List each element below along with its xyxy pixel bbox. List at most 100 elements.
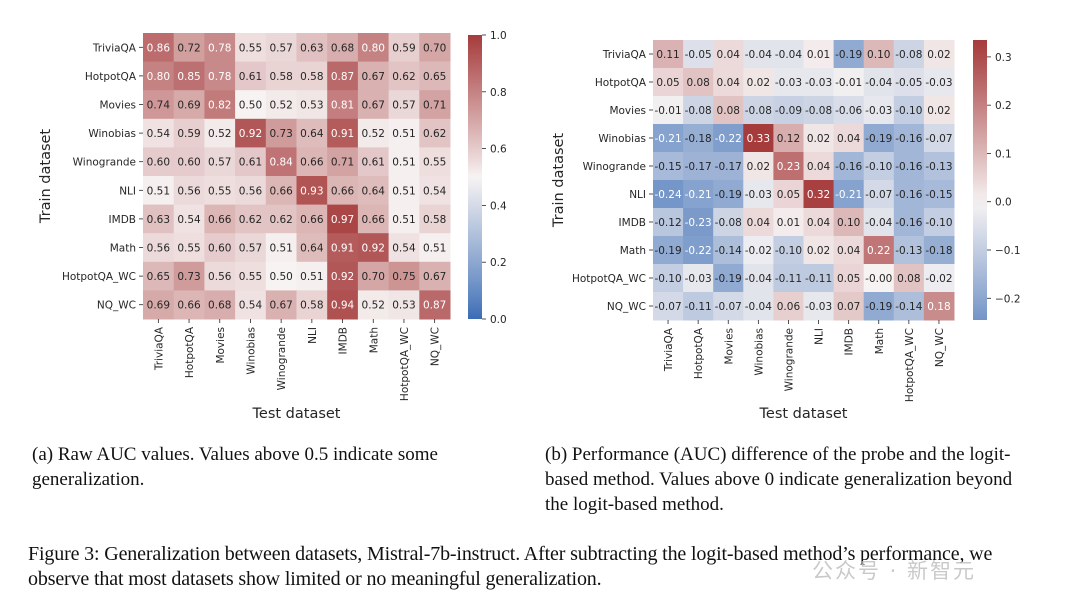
heatmap-cell [773, 264, 804, 293]
heatmap-cell [773, 208, 804, 237]
heatmap-cell [923, 292, 955, 321]
x-tick-label: NLI [814, 328, 826, 345]
cell-value-label: 0.57 [392, 100, 415, 112]
heatmap-cell [683, 208, 714, 237]
cell-value-label: 0.61 [239, 157, 262, 169]
x-tick-label: Winobias [753, 328, 765, 376]
cell-value-label: 0.68 [208, 300, 231, 312]
heatmap-cell [388, 176, 420, 206]
heatmap-cell [357, 290, 390, 320]
cell-value-label: 0.71 [423, 100, 446, 112]
cell-value-label: 0.91 [331, 243, 354, 255]
heatmap-cell [388, 204, 420, 234]
heatmap-cell [419, 118, 451, 148]
heatmap-cell [143, 176, 175, 206]
cell-value-label: -0.19 [654, 245, 681, 257]
cell-value-label: -0.04 [775, 49, 802, 61]
heatmap-cell [833, 124, 865, 153]
heatmap-cell [296, 118, 328, 148]
heatmap-cell [683, 236, 714, 265]
cell-value-label: 0.86 [147, 42, 171, 54]
heatmap-cell [419, 176, 451, 206]
heatmap-cell [265, 233, 297, 263]
cell-value-label: 0.04 [807, 217, 831, 229]
heatmap-cell [388, 147, 420, 177]
cell-value-label: 0.63 [147, 214, 170, 226]
cell-value-label: 0.66 [331, 185, 355, 197]
cell-value-label: 0.02 [927, 105, 950, 117]
heatmap-cell [683, 180, 714, 209]
cell-value-label: 0.65 [147, 271, 170, 283]
heatmap-cell [833, 292, 865, 321]
heatmap-cell [803, 264, 835, 293]
y-tick-label: Winobias [598, 133, 646, 145]
heatmap-cell [893, 96, 925, 125]
cell-value-label: 0.78 [208, 42, 231, 54]
cell-value-label: -0.18 [925, 245, 952, 257]
y-tick-label: IMDB [109, 214, 136, 226]
colorbar-tick-label: 0.4 [490, 200, 507, 212]
heatmap-cell [833, 152, 865, 181]
cell-value-label: -0.16 [895, 133, 922, 145]
cell-value-label: 0.80 [362, 42, 385, 54]
cell-value-label: 0.72 [177, 42, 200, 54]
heatmap-cell [296, 261, 328, 291]
cell-value-label: 0.51 [392, 214, 415, 226]
cell-value-label: 0.50 [239, 100, 262, 112]
cell-value-label: 0.56 [239, 185, 263, 197]
cell-value-label: 0.62 [239, 214, 262, 226]
heatmap-cell [419, 290, 451, 320]
cell-value-label: 0.51 [423, 243, 446, 255]
cell-value-label: 0.55 [239, 271, 262, 283]
y-tick-label: Winogrande [73, 157, 136, 169]
y-tick-label: HotpotQA_WC [62, 271, 136, 283]
cell-value-label: -0.03 [745, 189, 772, 201]
cell-value-label: 0.04 [837, 133, 861, 145]
heatmap-cell [419, 61, 451, 91]
cell-value-label: 0.55 [239, 42, 262, 54]
y-tick-label: Math [620, 245, 646, 257]
heatmap-cell [653, 124, 684, 153]
heatmap-cell [204, 176, 236, 206]
cell-value-label: -0.10 [925, 217, 952, 229]
cell-value-label: 0.07 [837, 301, 860, 313]
heatmap-cell [893, 292, 925, 321]
heatmap-cell [803, 152, 835, 181]
cell-value-label: 0.66 [208, 214, 232, 226]
cell-value-label: 0.78 [208, 71, 231, 83]
heatmap-cell [803, 236, 835, 265]
x-tick-label: HotpotQA [184, 326, 196, 378]
colorbar-tick-label: 0.6 [490, 144, 507, 156]
cell-value-label: -0.11 [775, 273, 802, 285]
heatmap-cell [653, 152, 684, 181]
cell-value-label: -0.19 [865, 133, 892, 145]
cell-value-label: -0.19 [865, 301, 892, 313]
heatmap-cell [683, 152, 714, 181]
heatmap-cell [803, 292, 835, 321]
colorbar-tick-label: 0.2 [995, 100, 1012, 112]
cell-value-label: -0.19 [835, 49, 862, 61]
watermark: 公众号 · 新智元 [812, 559, 977, 583]
cell-value-label: -0.15 [925, 189, 952, 201]
y-tick-label: Winobias [88, 128, 136, 140]
heatmap-cell [863, 96, 895, 125]
cell-value-label: 0.02 [927, 49, 950, 61]
heatmap-cell [357, 176, 390, 206]
cell-value-label: -0.13 [925, 161, 952, 173]
cell-value-label: 0.60 [147, 157, 170, 169]
x-tick-label: NLI [307, 327, 319, 344]
heatmap-cell [327, 290, 359, 320]
heatmap-cell [143, 204, 175, 234]
heatmap-cell [833, 40, 865, 69]
heatmap-cell [143, 61, 175, 91]
heatmap-cell [923, 264, 955, 293]
heatmap-cell [683, 68, 714, 97]
cell-value-label: 0.08 [717, 105, 740, 117]
colorbar-tick-label: 0.8 [490, 87, 507, 99]
heatmap-cell [833, 236, 865, 265]
heatmap-cell [893, 40, 925, 69]
x-tick-label: HotpotQA_WC [904, 328, 916, 402]
cell-value-label: -0.02 [925, 273, 952, 285]
cell-value-label: -0.10 [775, 245, 802, 257]
cell-value-label: -0.16 [895, 189, 922, 201]
